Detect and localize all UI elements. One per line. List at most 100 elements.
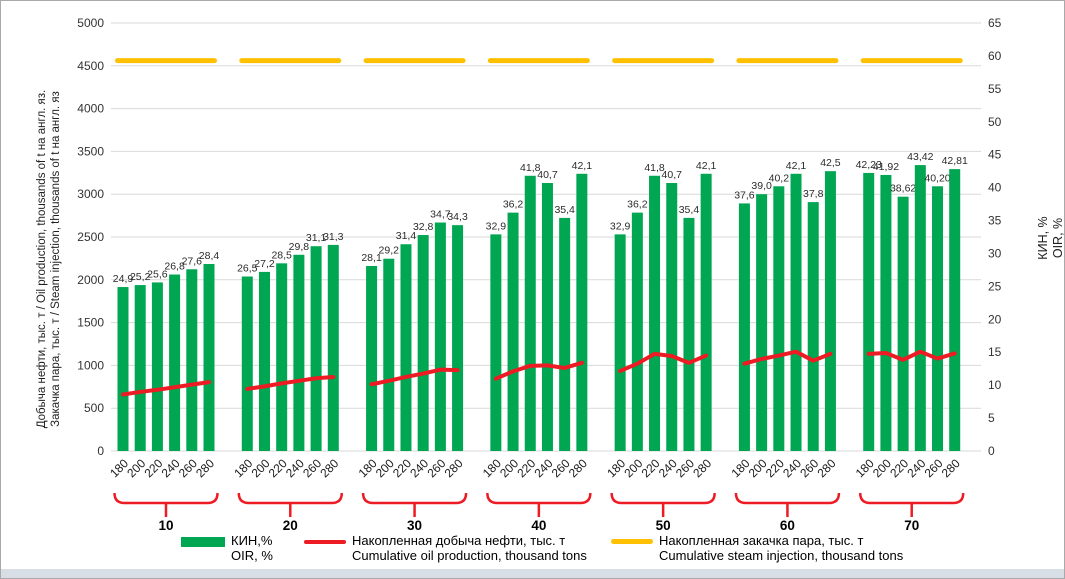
left-axis-tick: 2000 [77,273,104,287]
right-axis-tick: 30 [988,246,1002,260]
oir-bar [559,217,571,451]
oil-production-line [742,349,833,366]
bar-value-label: 29,8 [289,241,310,253]
group-label: 40 [531,518,546,533]
left-axis-tick: 3500 [77,144,104,158]
legend-steam-label-en: Cumulative steam injection, thousand ton… [659,548,904,563]
group-label: 70 [904,518,919,533]
bar-value-label: 42,23 [856,159,882,171]
legend-swatch-line [304,540,346,544]
group-label: 60 [780,518,795,533]
oir-bar [773,186,785,451]
left-axis-tick: 2500 [77,230,104,244]
bar-value-label: 40,20 [924,172,950,184]
oir-bar [700,173,712,451]
right-axis-title: КИН, % OIR, % [1036,178,1064,298]
bar-value-label: 41,92 [873,161,899,173]
oir-bar [880,174,892,452]
bar-value-label: 40,7 [537,169,558,181]
bar-value-label: 42,1 [572,160,593,172]
bar-value-label: 35,4 [679,204,700,216]
group-bracket [237,492,344,517]
oir-bar [507,212,519,451]
bar-value-label: 35,4 [554,204,575,216]
bar-value-label: 31,1 [306,232,327,244]
group-bracket [361,492,468,517]
oir-bar [824,171,836,451]
left-axis-tick: 1500 [77,316,104,330]
bar-value-label: 25,6 [147,268,168,280]
legend-item-oil-production: Накопленная добыча нефти, тыс. т Cumulat… [304,533,587,563]
right-axis-tick: 25 [988,279,1002,293]
x-axis-tick: 280 [939,456,963,480]
left-axis-tick: 1000 [77,358,104,372]
oir-bar [863,172,875,451]
right-axis-tick: 0 [988,444,995,458]
oir-bar [434,222,446,451]
bar-value-label: 32,9 [610,220,631,232]
oir-bar [541,183,553,451]
bar-value-label: 27,2 [254,258,275,270]
right-axis-tick: 35 [988,214,1002,228]
oir-bar [914,165,926,451]
group-bracket [858,492,965,517]
oir-bar [807,202,819,451]
bar-value-label: 26,8 [164,261,185,273]
bar-value-label: 26,5 [237,263,258,275]
oir-bar [169,274,181,451]
oir-bar [790,173,802,451]
bar-value-label: 39,0 [751,180,772,192]
oir-bar [276,263,288,451]
bar-value-label: 29,2 [379,245,400,257]
oir-bar [258,271,270,451]
bar-value-label: 31,4 [396,230,417,242]
oir-bar [134,285,146,451]
oir-bar [417,235,429,451]
oir-bar [327,244,339,451]
group-label: 30 [407,518,422,533]
oir-bar [400,244,412,451]
right-axis-tick: 45 [988,148,1002,162]
legend-swatch-dash [611,539,653,544]
bar-value-label: 24,9 [113,273,134,285]
bar-value-label: 34,7 [430,209,451,221]
x-axis-tick: 280 [566,456,590,480]
bar-value-label: 37,8 [803,188,824,200]
group-bracket [610,492,716,517]
bar-value-label: 41,8 [520,162,541,174]
left-axis-tick: 500 [84,401,104,415]
bar-value-label: 34,3 [447,211,468,223]
oir-bar [151,282,163,451]
oir-bar [666,183,678,451]
bar-value-label: 42,81 [942,155,968,167]
oir-bar [117,287,129,451]
group-bracket [113,492,219,517]
oir-bar [932,186,944,451]
bar-value-label: 36,2 [627,199,648,211]
bar-value-label: 25,2 [130,271,151,283]
bar-value-label: 27,6 [182,255,203,267]
oir-bar [452,225,464,451]
oir-bar [897,196,909,451]
bar-value-label: 42,5 [820,157,841,169]
bar-value-label: 31,3 [323,231,344,243]
bar-value-label: 43,42 [907,151,933,163]
left-axis-tick: 0 [97,444,104,458]
right-axis-title-line1: КИН, % [1036,216,1050,260]
oil-production-line [493,360,584,381]
bar-value-label: 38,62 [890,183,916,195]
bar-value-label: 42,1 [696,160,717,172]
bar-value-label: 40,2 [769,172,790,184]
oil-production-line [369,367,460,387]
bar-value-label: 42,1 [786,160,807,172]
oir-bar [756,194,768,451]
oir-bar [683,217,695,451]
x-axis-tick: 280 [442,456,466,480]
bar-value-label: 32,8 [413,221,434,233]
left-axis-tick: 5000 [77,16,104,30]
legend-oil-label-ru: Накопленная добыча нефти, тыс. т [352,533,566,548]
left-axis-title-line1: Добыча нефти, тыс. т / Oil production, t… [36,89,48,429]
right-axis-tick: 10 [988,378,1002,392]
bar-value-label: 41,8 [644,162,665,174]
